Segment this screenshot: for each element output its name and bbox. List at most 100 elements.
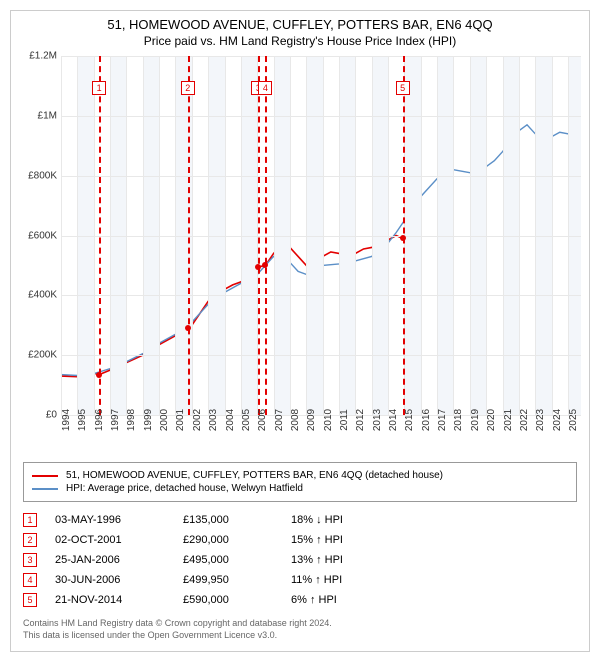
y-gridline [61, 355, 581, 356]
y-gridline [61, 236, 581, 237]
y-axis-label: £0 [13, 410, 57, 421]
x-axis-label: 2003 [208, 409, 219, 431]
x-axis-label: 2005 [241, 409, 252, 431]
x-axis-label: 1998 [126, 409, 137, 431]
x-axis-label: 2014 [388, 409, 399, 431]
event-dot [262, 262, 268, 268]
legend-swatch [32, 475, 58, 477]
x-axis-label: 2012 [355, 409, 366, 431]
event-row: 1 03-MAY-1996 £135,000 18% ↓ HPI [23, 510, 577, 530]
y-axis-label: £400K [13, 290, 57, 301]
event-row-marker: 4 [23, 573, 37, 587]
chart-container: 51, HOMEWOOD AVENUE, CUFFLEY, POTTERS BA… [10, 10, 590, 652]
event-price: £135,000 [183, 514, 273, 526]
event-row-marker: 5 [23, 593, 37, 607]
event-row-marker: 3 [23, 553, 37, 567]
event-price: £290,000 [183, 534, 273, 546]
event-row-marker: 1 [23, 513, 37, 527]
x-axis-label: 2016 [421, 409, 432, 431]
event-vline [188, 56, 190, 415]
events-table: 1 03-MAY-1996 £135,000 18% ↓ HPI 2 02-OCT-200… [23, 510, 577, 610]
event-date: 03-MAY-1996 [55, 514, 165, 526]
legend-item: HPI: Average price, detached house, Welw… [32, 482, 568, 495]
legend-swatch [32, 488, 58, 490]
x-axis-label: 2004 [225, 409, 236, 431]
y-gridline [61, 176, 581, 177]
legend: 51, HOMEWOOD AVENUE, CUFFLEY, POTTERS BA… [23, 462, 577, 502]
y-gridline [61, 295, 581, 296]
chart-title: 51, HOMEWOOD AVENUE, CUFFLEY, POTTERS BA… [11, 11, 589, 34]
attribution-line: This data is licensed under the Open Gov… [23, 630, 577, 642]
event-row: 4 30-JUN-2006 £499,950 11% ↑ HPI [23, 570, 577, 590]
event-dot [96, 372, 102, 378]
event-pct: 6% ↑ HPI [291, 594, 381, 606]
event-vline [265, 56, 267, 415]
x-axis-label: 2023 [535, 409, 546, 431]
x-axis-label: 2017 [437, 409, 448, 431]
plot-region: £0£200K£400K£600K£800K£1M£1.2M12345 [61, 56, 581, 416]
event-pct: 18% ↓ HPI [291, 514, 381, 526]
x-axis-label: 2000 [159, 409, 170, 431]
x-axis-label: 2020 [486, 409, 497, 431]
x-axis-label: 2010 [323, 409, 334, 431]
y-axis-label: £1M [13, 110, 57, 121]
x-axis-label: 1996 [94, 409, 105, 431]
x-axis-label: 2025 [568, 409, 579, 431]
event-row-marker: 2 [23, 533, 37, 547]
x-axis-label: 2024 [552, 409, 563, 431]
event-pct: 13% ↑ HPI [291, 554, 381, 566]
event-row: 5 21-NOV-2014 £590,000 6% ↑ HPI [23, 590, 577, 610]
attribution: Contains HM Land Registry data © Crown c… [23, 618, 577, 641]
legend-label: HPI: Average price, detached house, Welw… [66, 483, 303, 494]
legend-item: 51, HOMEWOOD AVENUE, CUFFLEY, POTTERS BA… [32, 469, 568, 482]
y-axis-label: £200K [13, 350, 57, 361]
x-axis-label: 2011 [339, 409, 350, 431]
event-date: 02-OCT-2001 [55, 534, 165, 546]
x-axis-label: 1995 [77, 409, 88, 431]
event-marker-box: 5 [396, 81, 410, 95]
x-axis-label: 2013 [372, 409, 383, 431]
chart-area: £0£200K£400K£600K£800K£1M£1.2M12345 [11, 56, 589, 416]
x-axis-label: 2006 [257, 409, 268, 431]
event-price: £495,000 [183, 554, 273, 566]
event-vline [258, 56, 260, 415]
event-dot [255, 264, 261, 270]
y-gridline [61, 116, 581, 117]
x-axis-label: 2019 [470, 409, 481, 431]
event-pct: 11% ↑ HPI [291, 574, 381, 586]
x-axis-label: 1997 [110, 409, 121, 431]
event-row: 3 25-JAN-2006 £495,000 13% ↑ HPI [23, 550, 577, 570]
y-gridline [61, 56, 581, 57]
event-marker-box: 4 [258, 81, 272, 95]
x-axis-label: 2008 [290, 409, 301, 431]
x-axis-label: 2021 [503, 409, 514, 431]
event-date: 25-JAN-2006 [55, 554, 165, 566]
x-axis-label: 2001 [175, 409, 186, 431]
event-price: £499,950 [183, 574, 273, 586]
event-row: 2 02-OCT-2001 £290,000 15% ↑ HPI [23, 530, 577, 550]
event-marker-box: 2 [181, 81, 195, 95]
x-axis: 1994199519961997199819992000200120022003… [61, 416, 581, 450]
x-axis-label: 2009 [306, 409, 317, 431]
y-axis-label: £800K [13, 170, 57, 181]
event-date: 30-JUN-2006 [55, 574, 165, 586]
event-vline [99, 56, 101, 415]
x-axis-label: 2018 [453, 409, 464, 431]
x-axis-label: 2007 [274, 409, 285, 431]
x-axis-label: 2015 [404, 409, 415, 431]
legend-label: 51, HOMEWOOD AVENUE, CUFFLEY, POTTERS BA… [66, 470, 443, 481]
attribution-line: Contains HM Land Registry data © Crown c… [23, 618, 577, 630]
chart-subtitle: Price paid vs. HM Land Registry's House … [11, 34, 589, 56]
y-axis-label: £600K [13, 230, 57, 241]
x-axis-label: 1994 [61, 409, 72, 431]
x-axis-label: 1999 [143, 409, 154, 431]
event-marker-box: 1 [92, 81, 106, 95]
x-axis-label: 2002 [192, 409, 203, 431]
event-date: 21-NOV-2014 [55, 594, 165, 606]
y-axis-label: £1.2M [13, 51, 57, 62]
event-pct: 15% ↑ HPI [291, 534, 381, 546]
event-dot [185, 325, 191, 331]
x-axis-label: 2022 [519, 409, 530, 431]
event-price: £590,000 [183, 594, 273, 606]
event-dot [400, 235, 406, 241]
